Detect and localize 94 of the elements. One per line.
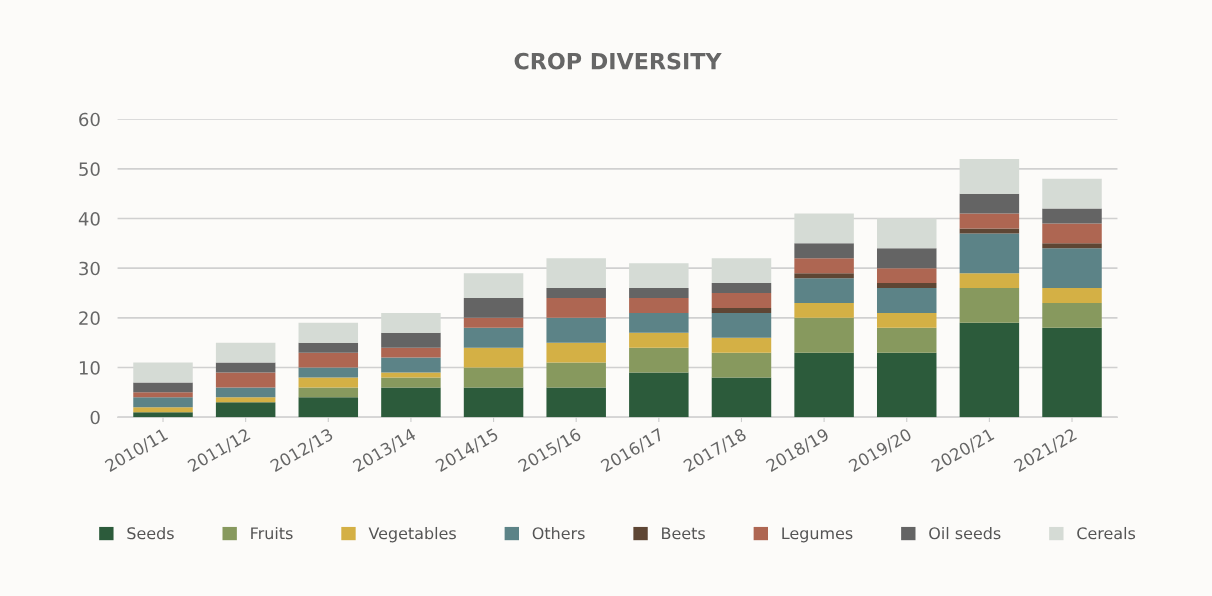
bar xyxy=(546,342,606,363)
bar xyxy=(381,357,441,373)
bar xyxy=(794,243,854,259)
bar xyxy=(133,407,193,413)
bar xyxy=(629,347,689,373)
bar xyxy=(1042,243,1102,249)
bar xyxy=(215,362,276,373)
bar xyxy=(629,298,689,313)
bar xyxy=(876,248,937,269)
bar xyxy=(1042,248,1102,289)
bar xyxy=(959,228,1020,234)
bar xyxy=(711,337,772,353)
y-tick-label: 20 xyxy=(79,311,100,325)
y-tick-label: 10 xyxy=(79,360,100,375)
bar xyxy=(298,377,359,388)
bar xyxy=(629,288,689,298)
bar xyxy=(215,342,276,363)
bar xyxy=(711,307,772,313)
bar xyxy=(629,332,689,348)
bar xyxy=(1042,288,1102,303)
bar xyxy=(298,397,359,418)
legend-label: Fruits xyxy=(251,526,293,540)
legend-label: Cereals xyxy=(1077,526,1136,540)
bar xyxy=(381,332,441,348)
bar xyxy=(794,352,854,418)
bar xyxy=(463,273,524,298)
bar xyxy=(215,372,276,388)
bar xyxy=(463,347,524,368)
y-tick-label: 60 xyxy=(79,112,100,127)
bar xyxy=(546,317,606,343)
legend-label: Seeds xyxy=(127,526,174,540)
bar xyxy=(215,397,276,403)
bar xyxy=(959,322,1020,418)
bar xyxy=(463,327,524,348)
bar xyxy=(794,278,854,303)
bar xyxy=(133,412,193,418)
y-tick-label: 50 xyxy=(79,162,100,176)
y-tick-label: 0 xyxy=(90,410,100,425)
bar xyxy=(959,193,1020,214)
bar xyxy=(876,268,937,284)
y-tick-label: 30 xyxy=(79,261,100,276)
bar xyxy=(794,302,854,318)
bar xyxy=(876,327,937,353)
bar xyxy=(463,317,524,328)
bar xyxy=(876,288,937,313)
bar xyxy=(546,288,606,298)
chart-title: CROP DIVERSITY xyxy=(514,52,722,70)
bar xyxy=(1042,208,1102,224)
bar xyxy=(1042,327,1102,418)
bar xyxy=(959,273,1020,289)
bar xyxy=(546,387,606,418)
bar xyxy=(298,322,359,343)
bar xyxy=(381,377,441,388)
bar xyxy=(133,392,193,398)
bar xyxy=(463,367,524,388)
bar xyxy=(876,312,937,328)
bar xyxy=(1042,178,1102,209)
bar xyxy=(959,288,1020,323)
bar xyxy=(794,273,854,279)
bar xyxy=(959,213,1020,229)
bar xyxy=(794,317,854,353)
bar xyxy=(1042,223,1102,244)
legend-label: Others xyxy=(532,526,585,540)
bar xyxy=(381,347,441,358)
bar xyxy=(463,298,524,318)
bar xyxy=(298,387,359,398)
bar xyxy=(711,352,772,378)
bar xyxy=(959,233,1020,274)
bar xyxy=(215,387,276,398)
bar xyxy=(711,293,772,308)
bar xyxy=(711,283,772,294)
legend-label: Beets xyxy=(662,527,705,540)
bar xyxy=(546,298,606,318)
legend-label: Oil seeds xyxy=(929,526,1001,540)
bar xyxy=(629,312,689,333)
bar xyxy=(876,352,937,418)
bar xyxy=(1042,302,1102,328)
bar xyxy=(711,312,772,338)
bar xyxy=(298,352,359,368)
bar xyxy=(629,372,689,418)
bar xyxy=(463,387,524,418)
bar xyxy=(546,362,606,388)
bar xyxy=(381,387,441,418)
bar xyxy=(298,367,359,378)
bar xyxy=(794,258,854,274)
bar xyxy=(711,377,772,418)
bar xyxy=(298,342,359,353)
legend-label: Vegetables xyxy=(368,526,456,543)
legend-label: Legumes xyxy=(782,527,853,543)
bar xyxy=(133,397,193,408)
y-tick-label: 40 xyxy=(78,211,100,226)
bar xyxy=(215,402,276,418)
bar xyxy=(876,283,937,289)
bar xyxy=(133,382,193,393)
